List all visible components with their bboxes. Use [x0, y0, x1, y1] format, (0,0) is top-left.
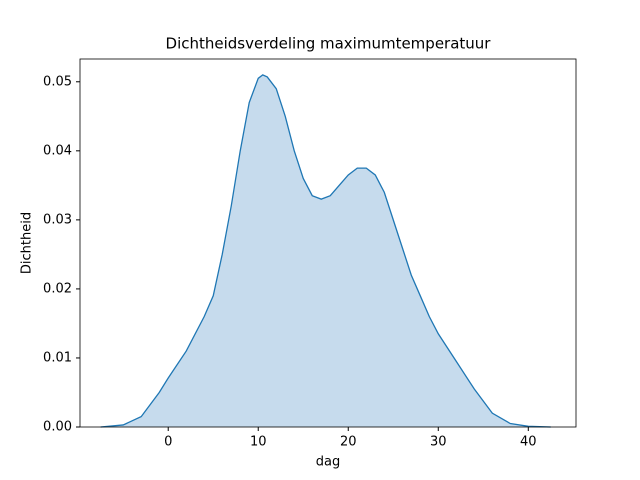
density-line [100, 74, 551, 428]
x-tick-label: 40 [520, 435, 537, 450]
x-tick-label: 30 [430, 435, 447, 450]
x-axis-label: dag [316, 455, 340, 470]
x-tick-label: 10 [250, 435, 267, 450]
x-tick-label: 0 [164, 435, 172, 450]
chart-title: Dichtheidsverdeling maximumtemperatuur [166, 35, 492, 53]
x-tick-label: 20 [340, 435, 357, 450]
y-axis-label: Dichtheid [20, 212, 35, 274]
y-tick-label: 0.02 [43, 281, 72, 296]
y-tick-label: 0.03 [43, 212, 72, 227]
y-tick-label: 0.01 [43, 350, 72, 365]
y-tick-label: 0.04 [43, 143, 72, 158]
y-tick-label: 0.05 [43, 74, 72, 89]
y-tick-label: 0.00 [43, 420, 72, 435]
plot-frame [79, 58, 577, 428]
area-fill [100, 74, 551, 427]
